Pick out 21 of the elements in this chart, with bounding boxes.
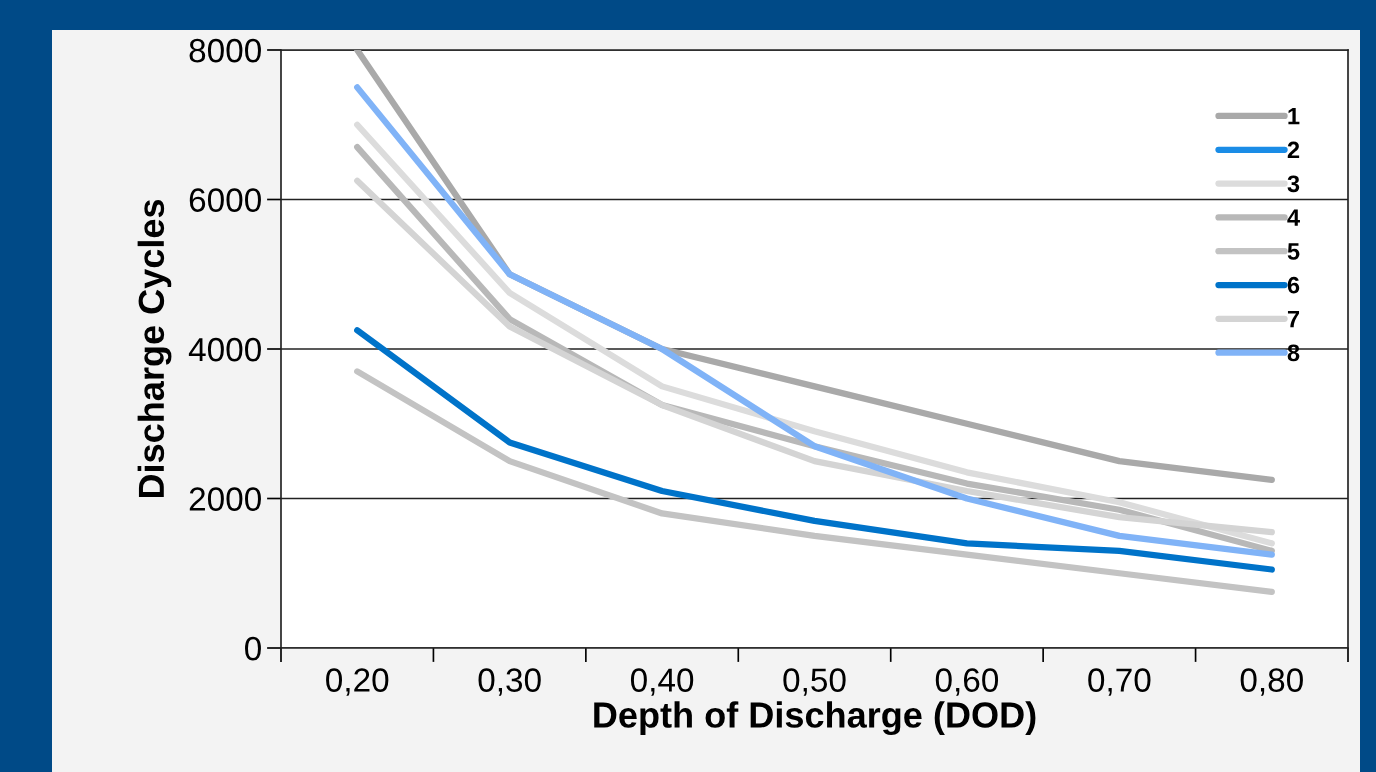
y-tick-label: 0 <box>245 636 261 661</box>
x-tick-label: 0,60 <box>935 668 999 696</box>
legend-label: 6 <box>1287 276 1300 294</box>
y-tick-label: 8000 <box>189 38 261 63</box>
y-tick-label: 2000 <box>189 487 261 511</box>
x-tick-label: 0,80 <box>1240 668 1303 696</box>
y-axis-title: Discharge Cycles <box>137 199 172 498</box>
legend-label: 7 <box>1287 310 1300 328</box>
x-tick-label: 0,70 <box>1088 668 1151 696</box>
y-tick-label: 4000 <box>188 337 261 362</box>
legend-label: 2 <box>1287 141 1300 159</box>
legend-label: 3 <box>1287 175 1300 193</box>
legend-label: 1 <box>1288 108 1300 125</box>
x-tick-label: 0,40 <box>630 668 694 696</box>
x-tick-label: 0,20 <box>326 668 389 696</box>
x-axis-title: Depth of Discharge (DOD) <box>594 701 1036 736</box>
legend-label: 4 <box>1287 209 1300 226</box>
legend-label: 5 <box>1287 243 1300 260</box>
x-tick-label: 0,50 <box>783 668 846 696</box>
y-tick-label: 6000 <box>189 188 261 212</box>
x-tick-label: 0,30 <box>478 668 541 696</box>
